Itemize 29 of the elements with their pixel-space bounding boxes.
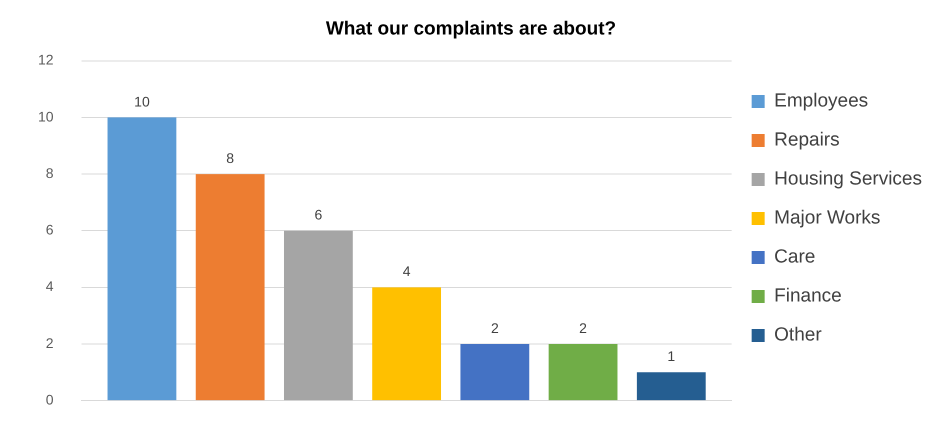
legend-label: Finance: [774, 286, 842, 307]
data-label: 6: [314, 206, 322, 223]
legend-label: Housing Services: [774, 168, 922, 190]
data-label: 2: [490, 320, 499, 336]
bar: [460, 344, 530, 400]
data-label: 8: [226, 150, 234, 166]
data-label: 2: [579, 320, 588, 336]
legend-label: Other: [774, 324, 822, 346]
y-tick-label: 2: [46, 334, 54, 351]
bar: [196, 174, 265, 400]
chart-title: What our complaints are about?: [326, 18, 616, 40]
y-tick-label: 12: [38, 52, 54, 68]
legend-label: Care: [774, 246, 816, 268]
y-tick-label: 6: [46, 222, 54, 238]
bar: [372, 287, 442, 400]
data-label: 1: [667, 348, 676, 364]
data-label: 4: [402, 263, 411, 280]
y-tick-label: 4: [46, 278, 54, 294]
bar: [284, 230, 353, 400]
y-tick-label: 10: [38, 108, 54, 124]
bar: [108, 117, 176, 400]
y-tick-label: 8: [46, 164, 54, 181]
legend-label: Employees: [774, 90, 868, 112]
legend-label: Major Works: [774, 208, 880, 229]
bar: [548, 344, 618, 400]
y-tick-label: 0: [46, 391, 54, 408]
legend-label: Repairs: [774, 130, 840, 151]
data-label: 10: [134, 93, 150, 110]
bar: [636, 372, 706, 400]
